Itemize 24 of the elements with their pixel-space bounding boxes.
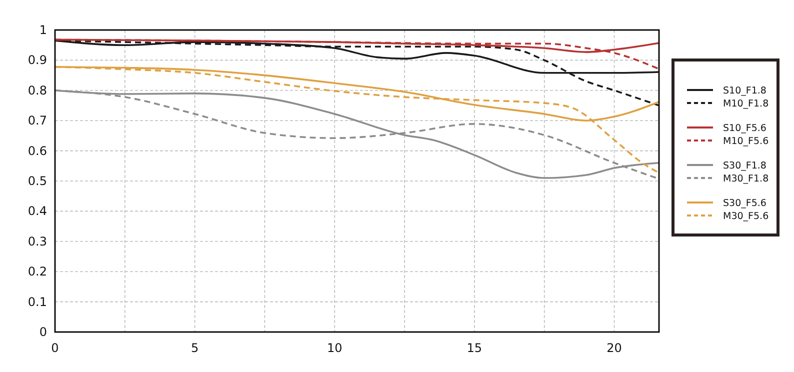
y-tick-label: 0.1: [28, 294, 47, 309]
legend-label: S30_F5.6: [723, 198, 766, 209]
y-tick-label: 0.7: [28, 114, 47, 128]
x-tick-label: 20: [606, 341, 622, 355]
x-tick-label: 0: [51, 341, 59, 355]
y-tick-label: 0.6: [28, 144, 47, 158]
y-tick-label: 1: [39, 23, 47, 37]
legend-label: S10_F1.8: [723, 86, 766, 96]
x-tick-label: 10: [326, 341, 342, 355]
y-tick-label: 0.2: [28, 264, 47, 279]
y-tick-label: 0.3: [28, 234, 47, 248]
y-tick-label: 0.4: [28, 204, 47, 218]
y-tick-label: 0.8: [28, 83, 47, 98]
x-tick-label: 15: [466, 341, 482, 355]
legend-label: S30_F1.8: [723, 160, 766, 172]
legend-label: M10_F1.8: [723, 98, 769, 110]
y-tick-label: 0.5: [28, 174, 47, 188]
legend-label: M30_F1.8: [723, 174, 769, 184]
x-tick-label: 5: [190, 341, 199, 355]
legend-label: M10_F5.6: [723, 136, 769, 147]
legend-label: S10_F5.6: [723, 123, 766, 134]
y-tick-label: 0: [39, 325, 47, 339]
legend-label: M30_F5.6: [723, 211, 769, 222]
y-tick-label: 0.9: [28, 53, 47, 68]
